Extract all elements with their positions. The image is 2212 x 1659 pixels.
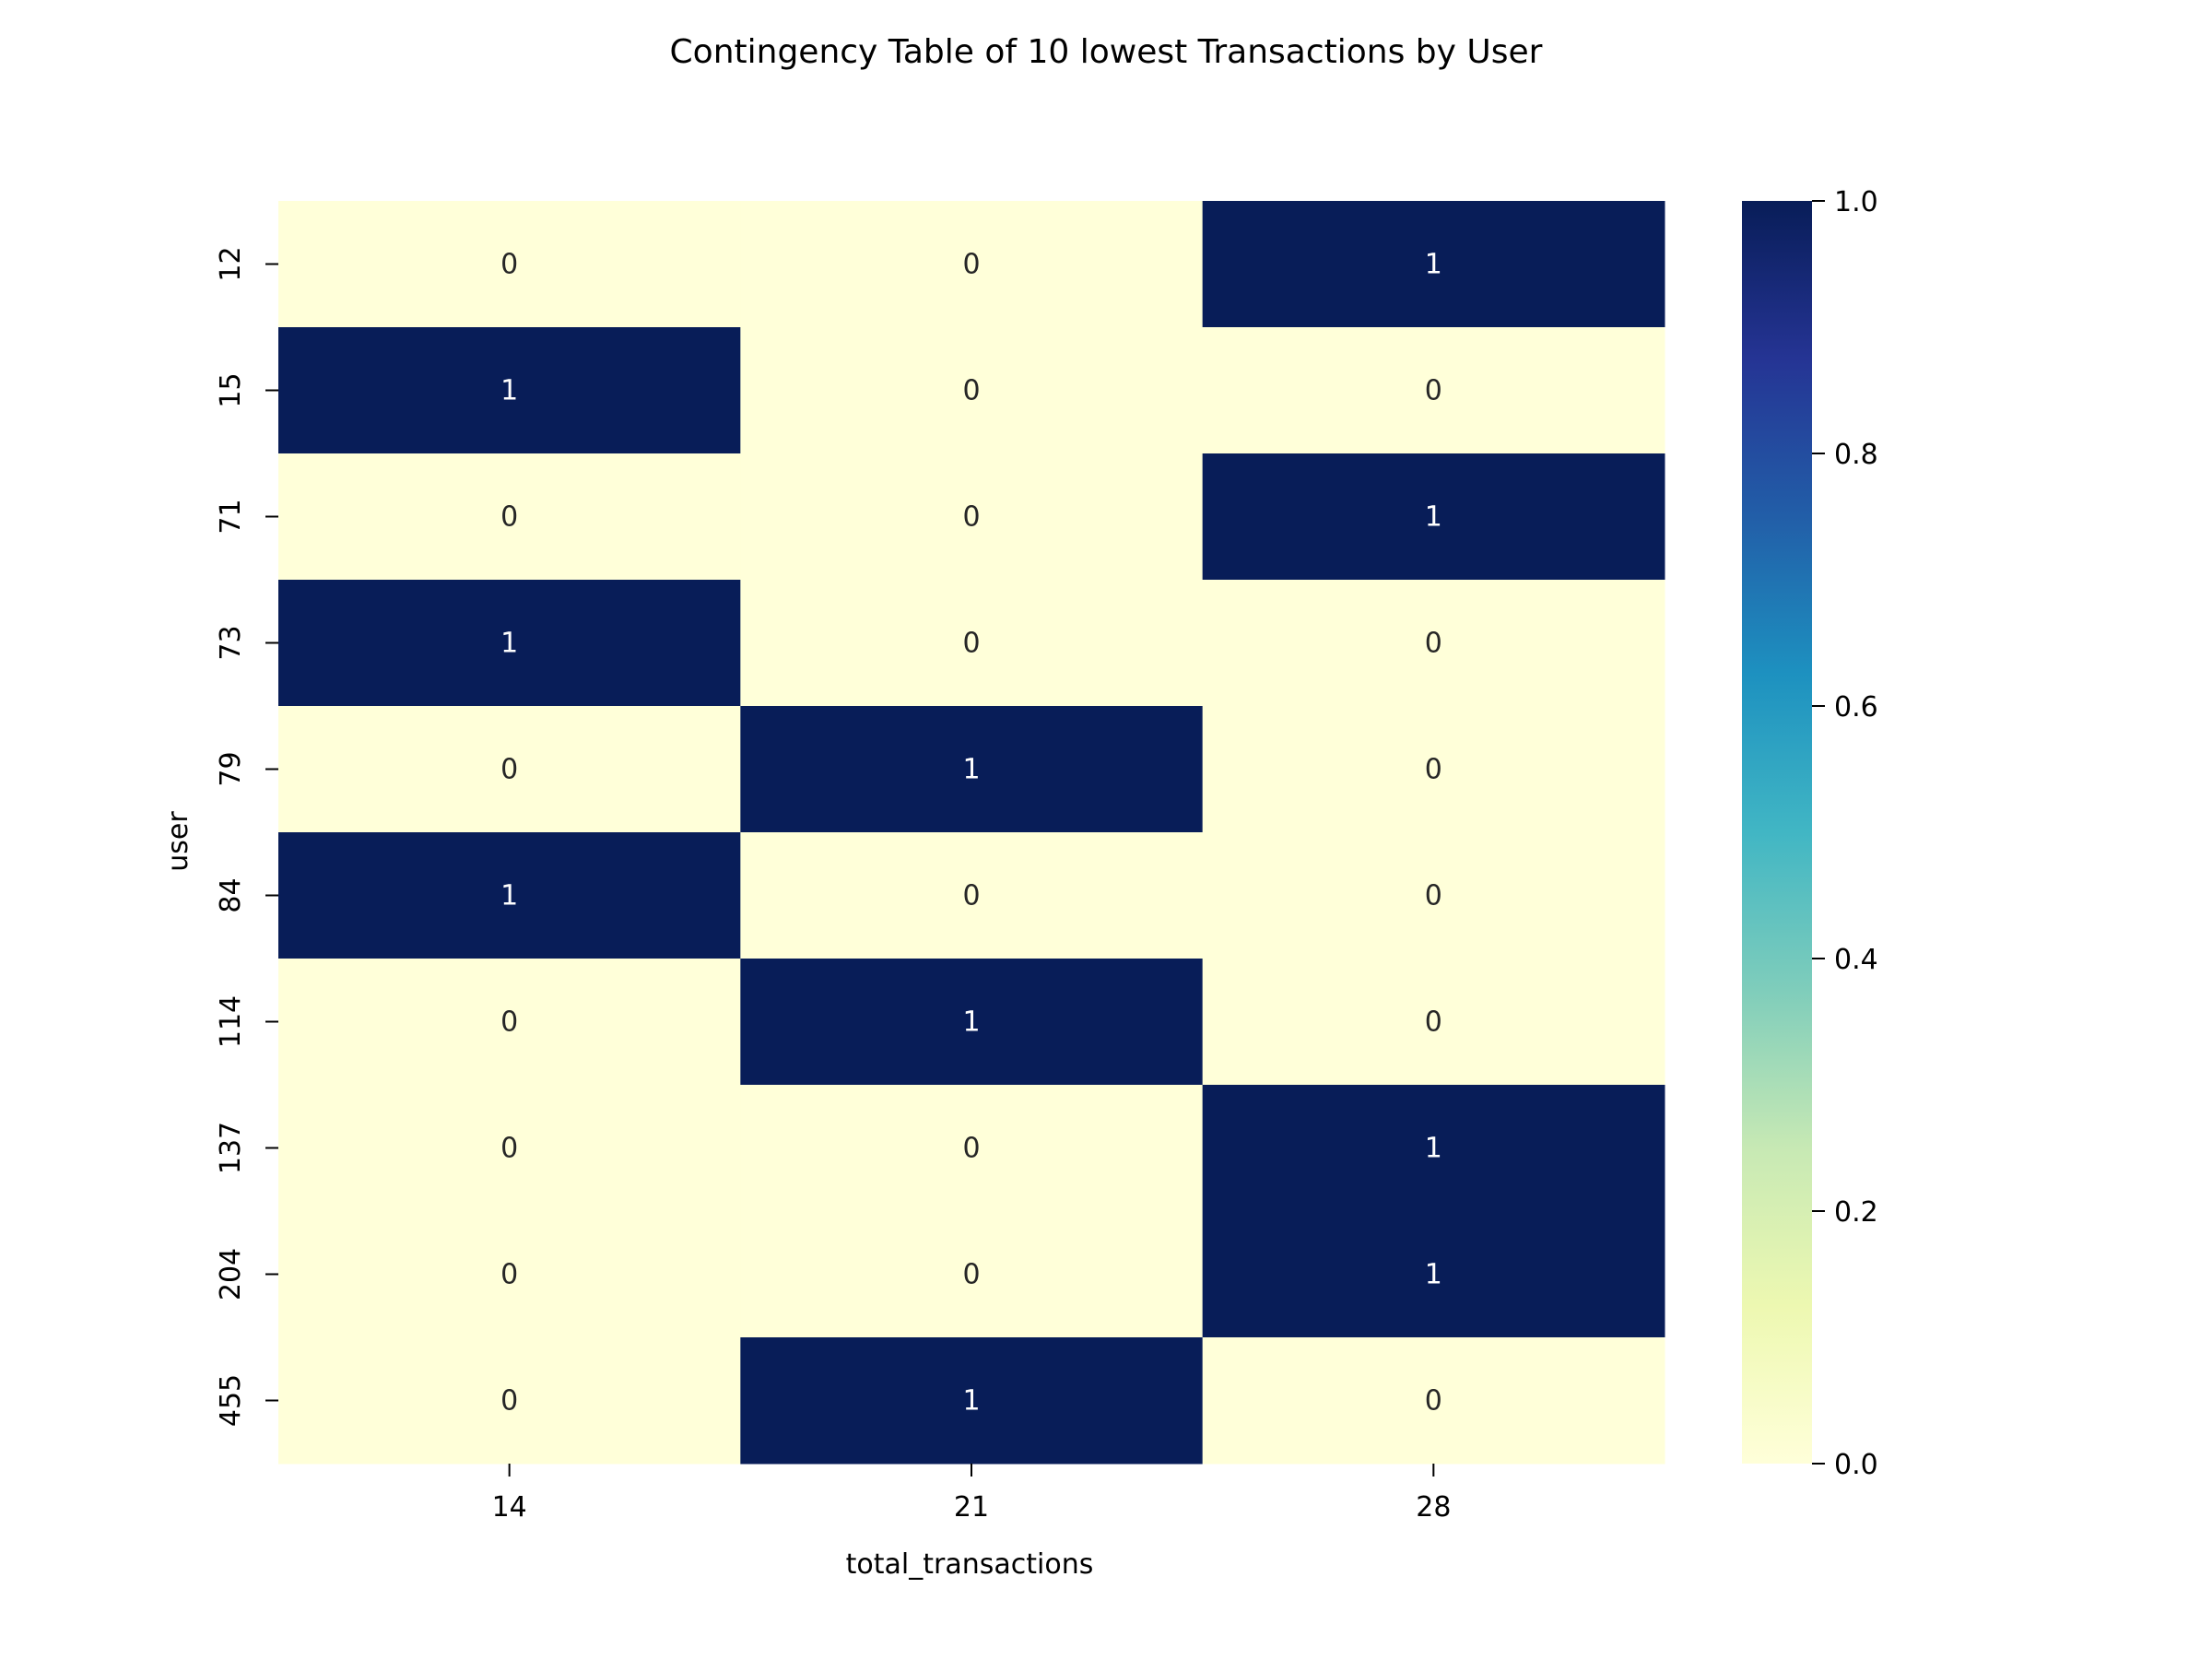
- heatmap-cell: [740, 1085, 1204, 1212]
- colorbar-tick-label: 0.0: [1834, 1449, 1878, 1481]
- cell-value-label: 0: [1425, 628, 1442, 660]
- heatmap-cell: [1202, 959, 1665, 1086]
- y-tick-label: 73: [215, 625, 247, 660]
- heatmap-cell: [1202, 327, 1665, 454]
- heatmap-cell: [1202, 1211, 1665, 1338]
- colorbar-tick-label: 0.6: [1834, 691, 1878, 724]
- heatmap-cell: [740, 580, 1204, 707]
- cell-value-label: 0: [500, 754, 518, 786]
- cell-value-label: 0: [500, 249, 518, 281]
- cell-value-label: 0: [962, 880, 980, 912]
- colorbar-tick-label: 0.4: [1834, 944, 1878, 976]
- y-tick-label: 79: [215, 751, 247, 786]
- heatmap-cell: [740, 1211, 1204, 1338]
- y-axis: 12 15 71 73 79 84 114 137 204 455: [215, 246, 278, 1427]
- cell-value-label: 0: [962, 1133, 980, 1165]
- cell-value-label: 1: [962, 1385, 980, 1418]
- cell-value-label: 0: [962, 501, 980, 534]
- heatmap-cell: [740, 706, 1204, 833]
- colorbar-tick-label: 0.2: [1834, 1196, 1878, 1229]
- y-tick-label: 15: [215, 372, 247, 407]
- x-axis: 14 21 28: [492, 1464, 1451, 1524]
- heatmap-cell: [740, 1337, 1204, 1465]
- heatmap-cell: [278, 327, 741, 454]
- heatmap-cell-labels: 0 0 1 1 0 0 0 0 1 1 0 0 0 1 0 1 0 0 0 1 0 0 0 1 0 0 1 0 1 0: [500, 249, 1442, 1418]
- heatmap-cell: [278, 580, 741, 707]
- cell-value-label: 0: [500, 1385, 518, 1418]
- colorbar-ticks: 0.0 0.2 0.4 0.6 0.8 1.0: [1812, 186, 1878, 1481]
- heatmap-cell: [1202, 706, 1665, 833]
- y-tick-label: 114: [215, 995, 247, 1048]
- cell-value-label: 0: [1425, 1385, 1442, 1418]
- heatmap-cell: [1202, 1085, 1665, 1212]
- cell-value-label: 1: [500, 628, 518, 660]
- y-tick-label: 455: [215, 1374, 247, 1427]
- heatmap-cell: [1202, 580, 1665, 707]
- cell-value-label: 0: [500, 1006, 518, 1039]
- heatmap-cell: [740, 201, 1204, 328]
- cell-value-label: 0: [1425, 754, 1442, 786]
- x-tick-label: 14: [492, 1491, 527, 1524]
- cell-value-label: 0: [962, 375, 980, 407]
- heatmap-cell: [740, 959, 1204, 1086]
- heatmap-cells: [278, 201, 1665, 1465]
- y-tick-label: 71: [215, 499, 247, 534]
- colorbar-tick-label: 0.8: [1834, 439, 1878, 471]
- heatmap-cell: [740, 327, 1204, 454]
- heatmap-cell: [278, 1211, 741, 1338]
- heatmap-cell: [278, 453, 741, 581]
- cell-value-label: 1: [962, 754, 980, 786]
- heatmap-cell: [278, 201, 741, 328]
- cell-value-label: 0: [1425, 880, 1442, 912]
- colorbar-tick-label: 1.0: [1834, 186, 1878, 218]
- heatmap-cell: [1202, 201, 1665, 328]
- x-tick-label: 21: [954, 1491, 989, 1524]
- cell-value-label: 1: [1425, 1259, 1442, 1291]
- y-tick-label: 12: [215, 246, 247, 281]
- heatmap-cell: [1202, 1337, 1665, 1465]
- y-tick-label: 84: [215, 877, 247, 912]
- cell-value-label: 0: [962, 628, 980, 660]
- cell-value-label: 0: [1425, 1006, 1442, 1039]
- cell-value-label: 0: [500, 501, 518, 534]
- cell-value-label: 1: [1425, 1133, 1442, 1165]
- y-axis-label: user: [162, 811, 194, 872]
- cell-value-label: 0: [962, 249, 980, 281]
- cell-value-label: 0: [1425, 375, 1442, 407]
- heatmap-cell: [740, 453, 1204, 581]
- y-tick-label: 204: [215, 1248, 247, 1300]
- colorbar: [1742, 201, 1812, 1464]
- chart-title: Contingency Table of 10 lowest Transacti…: [670, 33, 1543, 71]
- heatmap-cell: [1202, 453, 1665, 581]
- heatmap-cell: [278, 706, 741, 833]
- heatmap-cell: [278, 1337, 741, 1465]
- cell-value-label: 1: [500, 880, 518, 912]
- x-axis-label: total_transactions: [846, 1548, 1094, 1581]
- x-tick-label: 28: [1416, 1491, 1451, 1524]
- cell-value-label: 0: [962, 1259, 980, 1291]
- cell-value-label: 1: [962, 1006, 980, 1039]
- cell-value-label: 0: [500, 1259, 518, 1291]
- cell-value-label: 1: [500, 375, 518, 407]
- y-tick-label: 137: [215, 1122, 247, 1174]
- heatmap-cell: [278, 1085, 741, 1212]
- cell-value-label: 1: [1425, 249, 1442, 281]
- heatmap-cell: [278, 959, 741, 1086]
- cell-value-label: 1: [1425, 501, 1442, 534]
- heatmap-cell: [278, 832, 741, 959]
- heatmap-cell: [740, 832, 1204, 959]
- heatmap-cell: [1202, 832, 1665, 959]
- cell-value-label: 0: [500, 1133, 518, 1165]
